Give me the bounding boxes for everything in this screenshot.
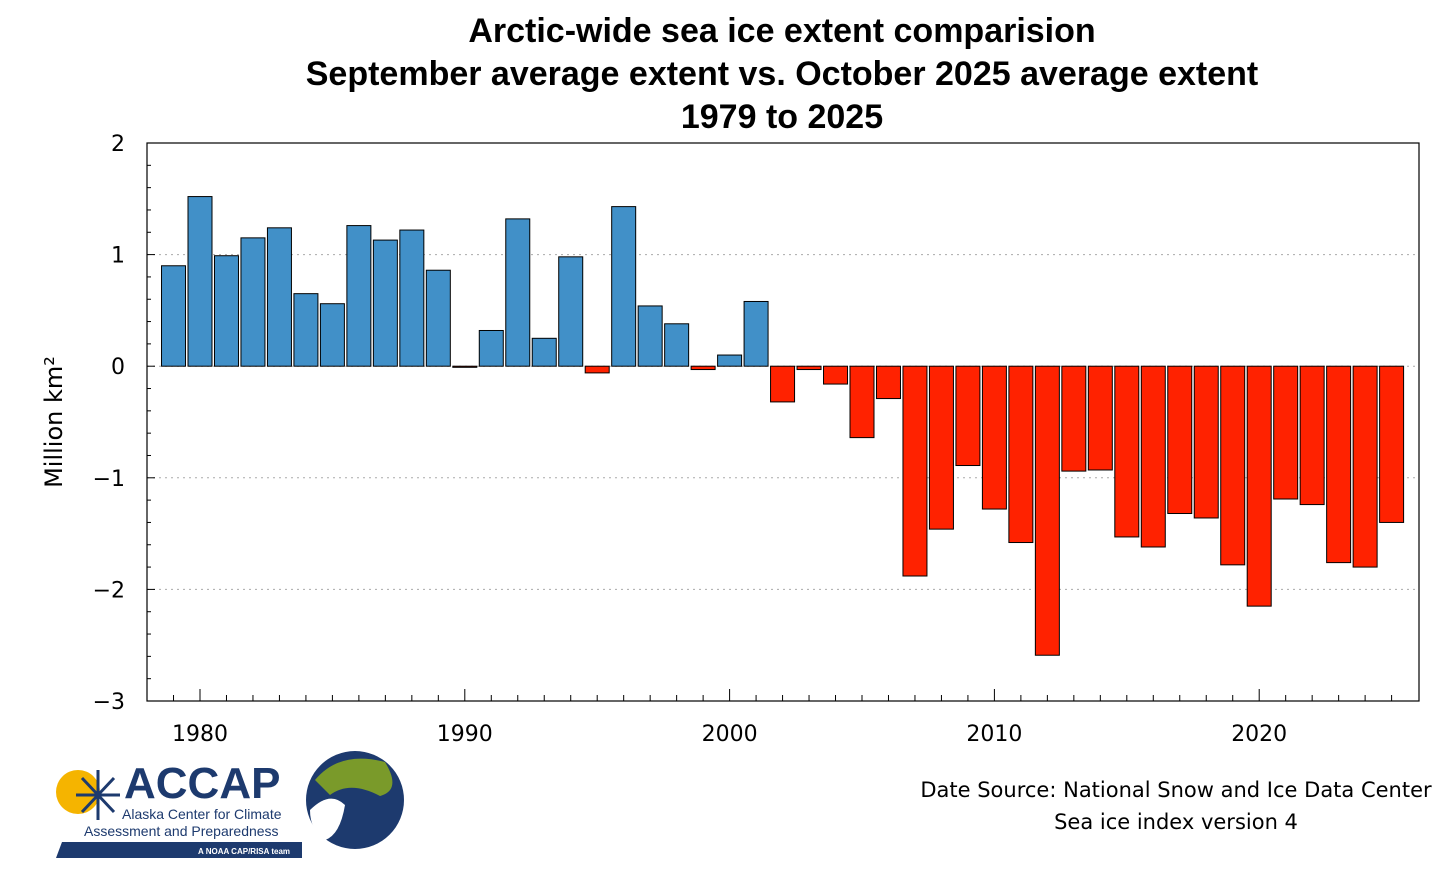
x-tick-label: 2010 (966, 722, 1022, 747)
bar-2009 (955, 365, 981, 467)
x-tick-label: 1990 (437, 722, 493, 747)
svg-text:Alaska Center for Climate: Alaska Center for Climate (122, 806, 282, 822)
bar-1979 (161, 265, 187, 367)
bar-1989 (425, 269, 451, 367)
bar-2000 (717, 354, 743, 367)
bar-1981 (213, 255, 239, 367)
bar-2025 (1379, 365, 1405, 523)
bar-1995 (584, 365, 610, 374)
y-tick-label: −2 (93, 578, 125, 603)
bar-1980 (187, 196, 213, 367)
bar-1996 (611, 206, 637, 367)
bar-2022 (1299, 365, 1325, 506)
bar-2021 (1273, 365, 1299, 500)
bar-1982 (240, 237, 266, 367)
x-tick-label: 2000 (702, 722, 758, 747)
bar-2003 (796, 365, 822, 371)
bar-2020 (1246, 365, 1272, 607)
snowflake-icon (76, 770, 120, 820)
bar-1990 (452, 365, 478, 368)
bar-2015 (1114, 365, 1140, 538)
x-tick-label: 1980 (172, 722, 228, 747)
bar-2023 (1326, 365, 1352, 564)
bar-1997 (637, 305, 663, 367)
x-tick-label: 2020 (1231, 722, 1287, 747)
y-axis-label: Million km² (40, 356, 68, 488)
y-tick-label: 1 (111, 244, 125, 269)
bar-1984 (293, 293, 319, 367)
bar-2024 (1352, 365, 1378, 568)
bar-2002 (770, 365, 796, 403)
bar-1988 (399, 229, 425, 367)
plot-frame (146, 142, 1420, 702)
bar-2018 (1193, 365, 1219, 519)
bar-1993 (531, 337, 557, 367)
y-tick-label: −1 (93, 467, 125, 492)
bar-1999 (690, 365, 716, 371)
bar-2013 (1061, 365, 1087, 472)
bar-1983 (266, 227, 292, 367)
svg-text:Assessment and Preparedness: Assessment and Preparedness (84, 823, 279, 839)
chart-title-2: September average extent vs. October 202… (305, 55, 1259, 93)
bar-2019 (1220, 365, 1246, 566)
bar-2014 (1087, 365, 1113, 471)
bar-2008 (928, 365, 954, 530)
svg-text:ACCAP: ACCAP (124, 759, 280, 808)
bar-2001 (743, 300, 769, 367)
bar-1986 (346, 225, 372, 367)
bar-2010 (981, 365, 1007, 510)
bar-1987 (372, 239, 398, 367)
y-tick-label: 0 (111, 355, 125, 380)
svg-text:A NOAA CAP/RISA team: A NOAA CAP/RISA team (198, 847, 290, 856)
accap-logo: ACCAP Alaska Center for Climate Assessme… (56, 751, 404, 858)
chart-title-3: 1979 to 2025 (680, 98, 884, 136)
bar-2004 (823, 365, 849, 385)
bar-2005 (849, 365, 875, 439)
chart-title-1: Arctic-wide sea ice extent comparision (468, 12, 1096, 50)
bar-2007 (902, 365, 928, 577)
data-source: Date Source: National Snow and Ice Data … (920, 778, 1432, 802)
bar-2011 (1008, 365, 1034, 544)
bar-2017 (1167, 365, 1193, 515)
data-version: Sea ice index version 4 (1054, 810, 1298, 834)
y-tick-label: −3 (93, 690, 125, 715)
y-tick-label: 2 (111, 132, 125, 157)
bar-1992 (505, 218, 531, 367)
bar-2012 (1034, 365, 1060, 656)
bar-1998 (664, 323, 690, 367)
bar-1991 (478, 329, 504, 367)
bar-1985 (319, 303, 345, 367)
bar-1994 (558, 256, 584, 367)
bar-2016 (1140, 365, 1166, 548)
bar-2006 (875, 365, 901, 400)
